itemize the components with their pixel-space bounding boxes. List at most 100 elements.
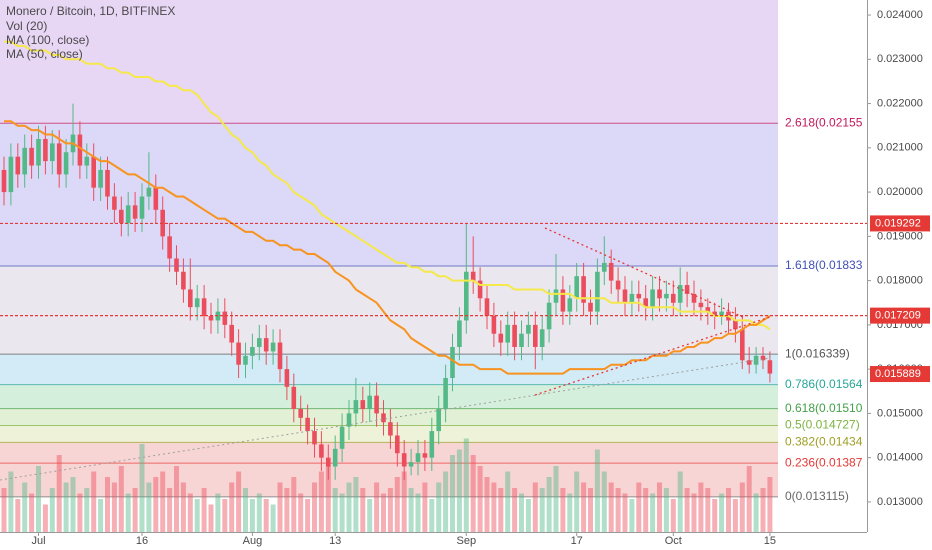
candle-body [270,342,276,352]
candle-body [553,289,559,303]
fib-band [0,463,778,497]
candle-body [167,236,172,259]
fib-level-label: 2.618(0.02155 [785,115,863,129]
candle-body [539,329,545,347]
volume-bar [298,493,304,532]
volume-bar [505,471,511,532]
volume-bar [22,482,28,532]
axes: 0.024000 0.023000 0.022000 0.021000 0.020000… [31,9,930,547]
volume-bar [374,482,380,532]
candle-body [201,298,207,317]
candle-body [181,271,186,290]
x-tick-label: Jul [31,535,45,547]
volume-bar [443,471,449,532]
candle-body [615,280,621,290]
candle-body [146,187,152,197]
volume-bar [132,488,138,532]
chart-title: Monero / Bitcoin, 1D, BITFINEX [6,4,175,18]
candle-body [484,298,490,317]
volume-bar [256,493,262,532]
candle-body [519,333,524,347]
volume-bar [657,482,662,532]
candle-body [602,262,607,272]
volume-bar [118,466,124,532]
candle-body [63,152,69,175]
volume-bar [174,466,179,532]
candle-body [457,320,462,347]
x-tick-label: 15 [764,535,776,547]
candle-body [588,302,593,312]
volume-bar [332,488,338,532]
fib-band [0,123,778,266]
candle-body [422,453,428,458]
volume-bar [732,499,738,532]
candle-body [188,289,193,308]
volume-bar [153,477,159,532]
volume-bar [263,499,269,532]
volume-bar [712,499,718,532]
candle-body [733,320,738,330]
candle-body [374,395,379,414]
y-tick-label: 0.013000 [877,496,923,508]
candle-body [712,311,717,317]
plot [1,40,773,532]
volume-bar [698,482,704,532]
y-tick-label: 0.014000 [877,452,923,464]
candle-body [222,311,228,325]
volume-bar [167,488,173,532]
volume-bar [594,449,600,532]
indicator-name: MA (50, close) [6,47,83,61]
volume-bar [243,488,248,532]
candle-body [408,462,414,467]
candle-body [608,262,614,281]
volume-bar [1,488,7,532]
candle-body [415,453,421,463]
volume-bar [180,482,186,532]
volume-bar [236,471,242,532]
volume-bar [601,471,607,532]
last-price-tag-label: 0.015889 [875,368,921,380]
candle-body [84,156,90,166]
indicator-name: MA (100, close) [6,33,89,47]
volume-bar [318,471,324,532]
candle-body [505,324,510,343]
volume-bar [615,488,621,532]
volume-bar [381,493,386,532]
y-tick-label: 0.023000 [877,53,923,65]
candle-body [388,422,393,436]
candle-body [77,134,83,166]
volume-bar [636,482,642,532]
fib-level-label: 0.382(0.01434 [785,435,863,449]
fib-level-label: 0.786(0.01564 [785,377,863,391]
candle-body [367,395,372,409]
candle-body [477,280,483,299]
candle-body [339,426,345,449]
volume-bar [29,493,35,532]
candle-body [567,298,573,312]
x-tick-label: 16 [136,535,148,547]
volume-bar [98,499,104,532]
candle-body [15,156,21,175]
candle-body [36,138,41,166]
volume-bar [36,466,41,532]
candle-body [546,302,552,330]
y-tick-label: 0.024000 [877,9,923,21]
candle-body [622,289,628,303]
volume-bar [581,482,587,532]
candle-body [595,271,600,312]
volume-bar [8,471,14,532]
volume-bar [105,477,110,532]
volume-bar [532,482,538,532]
candle-body [119,209,124,224]
candle-body [263,338,269,352]
volume-bar [463,438,469,532]
candle-body [43,138,48,162]
candle-body [491,316,497,334]
candle-body [677,285,683,303]
candle-body [105,169,110,197]
volume-bar [553,466,559,532]
candle-body [346,413,352,427]
candle-body [91,156,96,188]
candle-body [560,289,566,312]
